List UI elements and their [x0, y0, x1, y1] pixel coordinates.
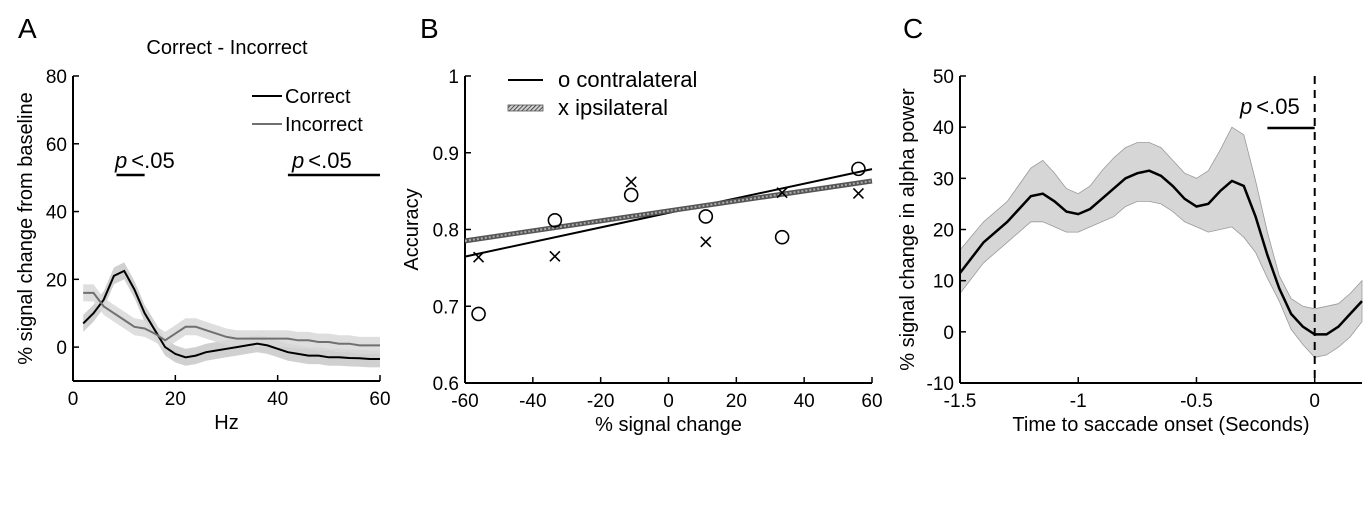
data-point-x — [776, 187, 788, 199]
series-line — [83, 291, 380, 347]
x-tick-label: 60 — [861, 391, 882, 412]
p-threshold: <.05 — [1256, 94, 1299, 119]
significance-label: p <.05 — [1239, 94, 1300, 119]
x-tick-label: -1.5 — [944, 391, 977, 412]
x-tick-label: 20 — [165, 389, 186, 410]
x-tick-label: -20 — [587, 391, 614, 412]
significance-label: p <.05 — [114, 148, 175, 173]
y-tick-label: 0.9 — [433, 144, 459, 165]
panel-letter-c: C — [903, 13, 923, 44]
series-line — [82, 269, 380, 360]
y-tick-label: 60 — [46, 135, 67, 156]
x-axis-label: % signal change — [595, 414, 742, 436]
mean-line — [959, 169, 1363, 336]
data-point-x — [549, 250, 561, 262]
p-threshold: <.05 — [308, 148, 351, 173]
data-point-circle — [623, 187, 639, 203]
x-tick-label: -60 — [451, 391, 478, 412]
data-point-circle — [698, 209, 714, 224]
data-point-x — [625, 176, 637, 188]
x-axis-label: Time to saccade onset (Seconds) — [1012, 414, 1309, 436]
x-tick-label: 40 — [794, 391, 815, 412]
significance-label: p <.05 — [291, 148, 352, 173]
fit-line-hatch — [464, 180, 873, 242]
panel-c-chart: -1.5 -1 -0.5 0 -10 0 10 20 30 40 50 Time to saccade… — [897, 67, 1363, 436]
panel-letter-b: B — [420, 13, 439, 44]
x-tick-label: 40 — [267, 389, 288, 410]
y-tick-label: 0.6 — [433, 374, 459, 395]
confidence-band — [959, 126, 1363, 358]
data-point-circle — [471, 306, 486, 322]
y-tick-label: 50 — [933, 67, 954, 88]
p-italic: p — [114, 148, 127, 173]
legend-label: x ipsilateral — [558, 95, 668, 120]
panel-b-chart: -60 -40 -20 0 20 40 60 0.6 0.7 0.8 0.9 1 % signal ch… — [401, 67, 883, 436]
y-tick-label: 1 — [448, 67, 459, 88]
x-tick-label: 0 — [68, 389, 79, 410]
y-tick-label: -10 — [927, 374, 954, 395]
y-tick-label: 20 — [46, 270, 67, 291]
y-tick-label: 30 — [933, 169, 954, 190]
y-tick-label: 40 — [46, 203, 67, 224]
p-threshold: <.05 — [131, 148, 174, 173]
data-point-circle — [547, 212, 563, 228]
x-axis-label: Hz — [214, 412, 238, 434]
data-point-x — [852, 187, 864, 199]
y-tick-label: 0.8 — [433, 221, 459, 242]
y-axis-label: % signal change from baseline — [15, 92, 37, 364]
chart-title: Correct - Incorrect — [146, 37, 308, 59]
x-tick-label: 60 — [369, 389, 390, 410]
x-tick-label: -40 — [519, 391, 546, 412]
p-italic: p — [1239, 94, 1252, 119]
x-tick-label: -0.5 — [1180, 391, 1213, 412]
p-italic: p — [291, 148, 304, 173]
y-tick-label: 0 — [943, 323, 954, 344]
error-band — [83, 284, 380, 354]
legend-label: o contralateral — [558, 67, 697, 92]
data-point-circle — [851, 161, 866, 177]
y-axis-label: Accuracy — [401, 188, 423, 270]
x-tick-label: 20 — [726, 391, 747, 412]
y-tick-label: 80 — [46, 67, 67, 88]
y-axis-label: % signal change in alpha power — [897, 88, 919, 371]
x-tick-label: -1 — [1070, 391, 1087, 412]
y-tick-label: 0.7 — [433, 297, 459, 318]
data-point-x — [473, 251, 485, 263]
data-point-x — [700, 236, 712, 248]
panel-a-chart: 0 20 40 60 0 20 40 60 80 Hz % signal change from b… — [15, 37, 391, 434]
legend-label: Incorrect — [285, 114, 363, 136]
panel-letter-a: A — [18, 13, 37, 44]
x-tick-label: 0 — [663, 391, 674, 412]
data-point-circle — [774, 229, 790, 245]
y-tick-label: 10 — [933, 272, 954, 293]
legend-swatch — [507, 104, 544, 112]
y-tick-label: 40 — [933, 118, 954, 139]
x-tick-label: 0 — [1309, 391, 1320, 412]
y-tick-label: 0 — [56, 338, 67, 359]
legend-label: Correct — [285, 86, 351, 108]
y-tick-label: 20 — [933, 221, 954, 242]
